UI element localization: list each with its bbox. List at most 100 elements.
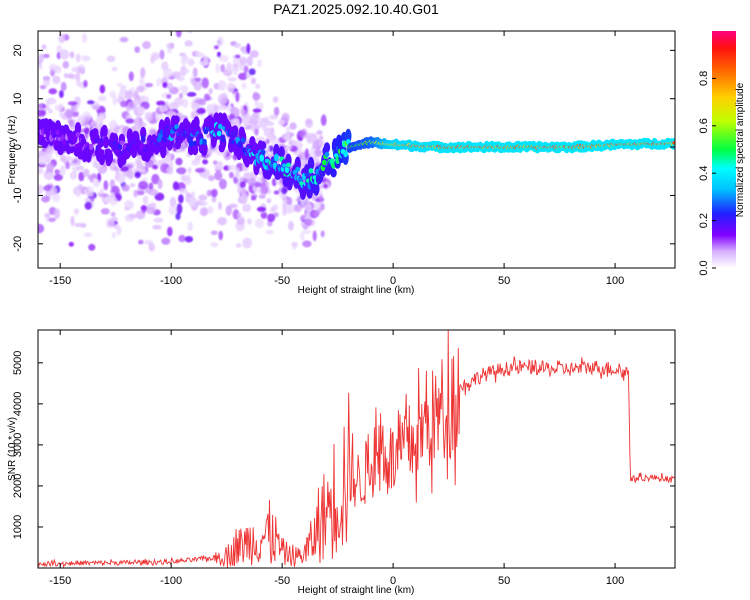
noise-blob bbox=[182, 68, 190, 74]
noise-blob bbox=[82, 168, 90, 177]
noise-blob bbox=[156, 77, 162, 87]
noise-blob bbox=[204, 93, 210, 102]
x-tick-label: 100 bbox=[606, 575, 624, 587]
ridge-core bbox=[174, 124, 179, 130]
noise-blob bbox=[178, 194, 184, 204]
noise-blob bbox=[116, 82, 123, 87]
noise-blob bbox=[178, 92, 184, 99]
x-tick-label: -50 bbox=[274, 575, 290, 587]
noise-blob bbox=[41, 44, 47, 50]
colorbar-label: Normalized spectral amplitude bbox=[735, 82, 746, 217]
noise-blob bbox=[120, 166, 129, 172]
noise-blob bbox=[217, 161, 224, 169]
noise-blob bbox=[198, 194, 208, 201]
x-tick-label: -150 bbox=[49, 275, 71, 287]
noise-blob bbox=[43, 153, 53, 160]
noise-blob bbox=[242, 203, 252, 212]
snr-axes: -150 -100 -50 0 50 100 1000 2000 3000 4000 5000 bbox=[12, 330, 675, 587]
noise-blob bbox=[87, 100, 95, 105]
noise-blob bbox=[97, 192, 102, 197]
noise-blob bbox=[75, 53, 81, 63]
noise-blob bbox=[217, 36, 224, 47]
y-tick-label: 10 bbox=[12, 93, 24, 105]
noise-blob bbox=[190, 191, 195, 200]
noise-blob bbox=[137, 106, 146, 115]
noise-blob bbox=[52, 75, 61, 84]
ridge-halo bbox=[191, 143, 199, 156]
noise-blob bbox=[302, 229, 312, 235]
noise-blob bbox=[110, 212, 116, 217]
noise-blob bbox=[312, 230, 317, 242]
noise-blob bbox=[49, 64, 58, 71]
noise-blob bbox=[304, 218, 313, 226]
noise-blob bbox=[216, 51, 222, 58]
noise-blob bbox=[68, 119, 74, 128]
noise-blob bbox=[74, 222, 82, 227]
noise-blob bbox=[153, 217, 164, 223]
noise-blob bbox=[192, 67, 198, 78]
noise-blob bbox=[148, 242, 155, 252]
ridge-halo bbox=[201, 141, 208, 156]
noise-blob bbox=[125, 105, 131, 112]
spectrogram-xlabel: Height of straight line (km) bbox=[298, 285, 415, 296]
ridge-halo bbox=[68, 144, 75, 154]
noise-blob bbox=[58, 112, 64, 118]
noise-blob bbox=[232, 56, 243, 66]
noise-blob bbox=[177, 167, 186, 175]
noise-blob bbox=[304, 202, 312, 212]
noise-blob bbox=[273, 106, 280, 116]
noise-blob bbox=[119, 36, 129, 43]
noise-blob bbox=[159, 105, 167, 113]
noise-blob bbox=[203, 55, 209, 66]
noise-blob bbox=[148, 182, 154, 191]
snr-frame bbox=[37, 329, 676, 569]
noise-blob bbox=[48, 99, 57, 104]
noise-blob bbox=[82, 33, 87, 44]
ridge-core bbox=[38, 135, 44, 141]
ridge-core bbox=[220, 134, 226, 143]
noise-blob bbox=[220, 64, 225, 73]
noise-blob bbox=[193, 80, 202, 91]
noise-blob bbox=[191, 159, 200, 166]
noise-blob bbox=[128, 213, 138, 219]
noise-blob bbox=[202, 159, 209, 165]
noise-blob bbox=[272, 96, 279, 103]
noise-blob bbox=[247, 177, 257, 186]
noise-blob bbox=[250, 77, 257, 85]
noise-blob bbox=[273, 190, 280, 195]
noise-blob bbox=[215, 63, 220, 74]
noise-blob bbox=[260, 184, 269, 195]
ridge-halo bbox=[140, 126, 147, 139]
noise-blob bbox=[232, 209, 240, 220]
ridge-halo bbox=[313, 181, 320, 196]
noise-blob bbox=[53, 208, 61, 220]
noise-blob bbox=[98, 112, 106, 119]
noise-blob bbox=[265, 138, 270, 145]
noise-blob bbox=[292, 241, 297, 250]
noise-blob bbox=[240, 109, 247, 117]
noise-blob bbox=[316, 130, 323, 136]
noise-blob bbox=[106, 218, 115, 229]
ridge-core bbox=[188, 139, 194, 148]
ridge-halo bbox=[164, 116, 171, 129]
noise-blob bbox=[151, 202, 157, 209]
noise-blob bbox=[171, 71, 182, 79]
noise-blob bbox=[172, 181, 179, 191]
noise-blob bbox=[185, 174, 190, 181]
spectrogram-frame bbox=[37, 30, 676, 269]
noise-blob bbox=[213, 45, 219, 50]
ridge-core bbox=[264, 158, 270, 163]
noise-blob bbox=[142, 195, 149, 205]
noise-blob bbox=[214, 171, 223, 181]
noise-blob bbox=[236, 216, 245, 226]
noise-blob bbox=[152, 224, 162, 230]
noise-blob bbox=[146, 207, 156, 215]
noise-blob bbox=[110, 192, 116, 201]
noise-blob bbox=[318, 194, 324, 203]
noise-blob bbox=[320, 202, 325, 211]
ridge-core bbox=[324, 151, 330, 158]
noise-blob bbox=[124, 90, 134, 100]
noise-blob bbox=[121, 184, 130, 192]
